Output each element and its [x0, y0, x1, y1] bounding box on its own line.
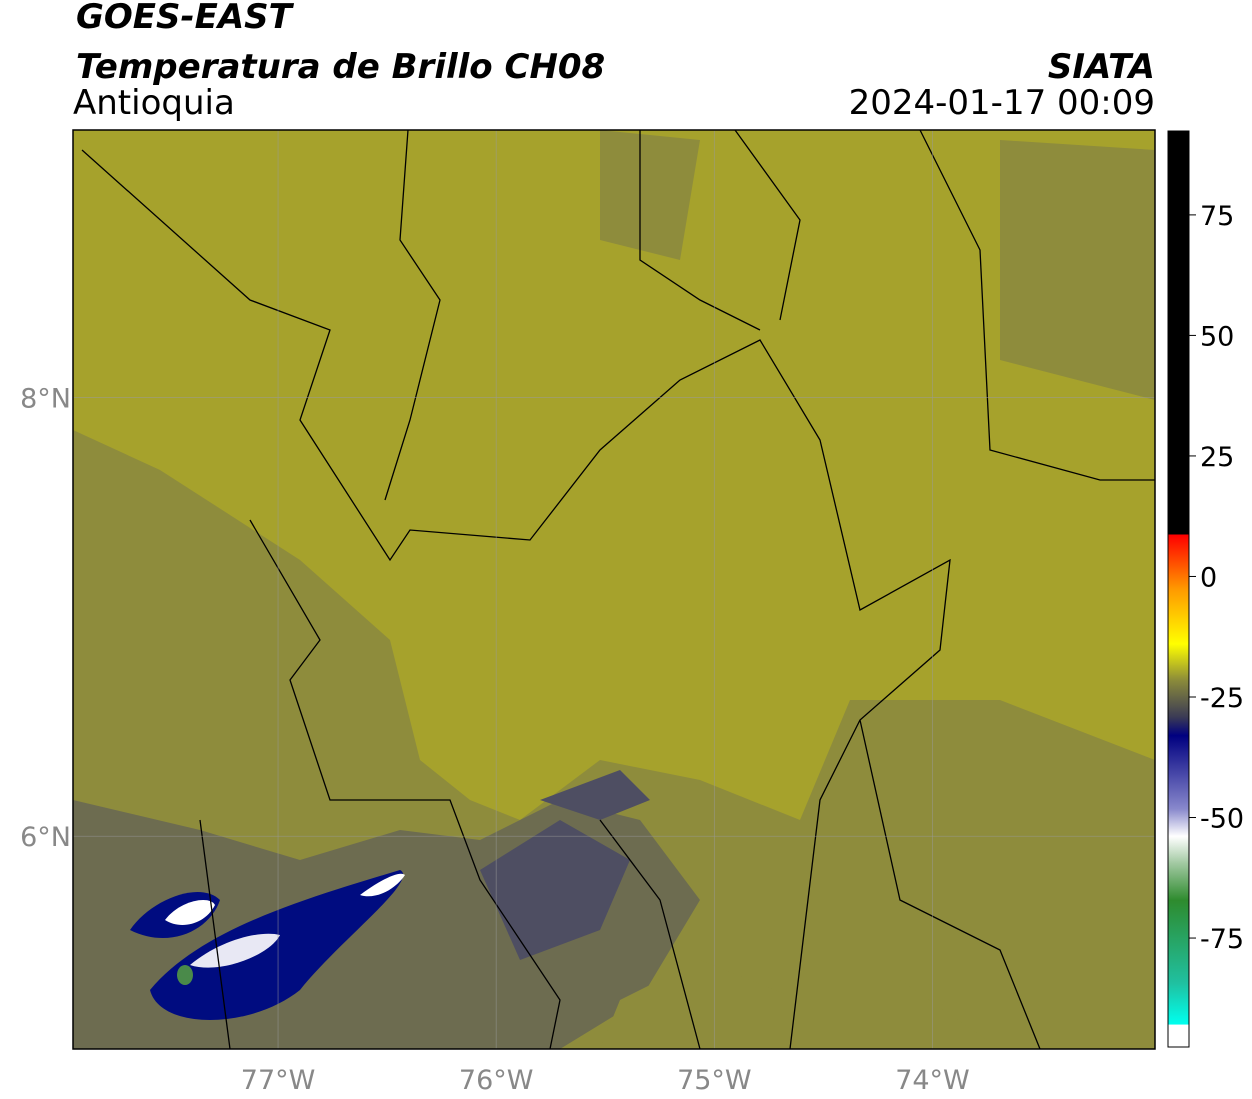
colorbar-tick-label: -75 — [1200, 924, 1244, 955]
x-tick-label: 74°W — [895, 1065, 970, 1096]
graticule — [73, 130, 1155, 1049]
colorbar — [1167, 130, 1190, 1048]
y-tick-label: 6°N — [20, 822, 71, 853]
colorbar-tick-label: 50 — [1200, 321, 1234, 352]
map-frame — [72, 129, 1156, 1050]
title: GOES-EAST — [76, 0, 295, 37]
datetime: 2024-01-17 00:09 — [849, 83, 1155, 123]
x-tick-label: 75°W — [677, 1065, 752, 1096]
x-tick-label: 77°W — [241, 1065, 316, 1096]
x-tick-label: 76°W — [459, 1065, 534, 1096]
subtitle: Temperatura de Brillo CH08 — [76, 47, 605, 87]
region: Antioquia — [73, 83, 235, 123]
colorbar-tick-label: 25 — [1200, 442, 1234, 473]
y-tick-label: 8°N — [20, 384, 71, 415]
source: SIATA — [1048, 47, 1155, 87]
colorbar-tick-label: -50 — [1200, 804, 1244, 835]
colorbar-tick-label: 75 — [1200, 201, 1234, 232]
colorbar-tick-label: -25 — [1200, 683, 1244, 714]
colorbar-tick-label: 0 — [1200, 562, 1217, 593]
map-image — [73, 130, 1155, 1049]
